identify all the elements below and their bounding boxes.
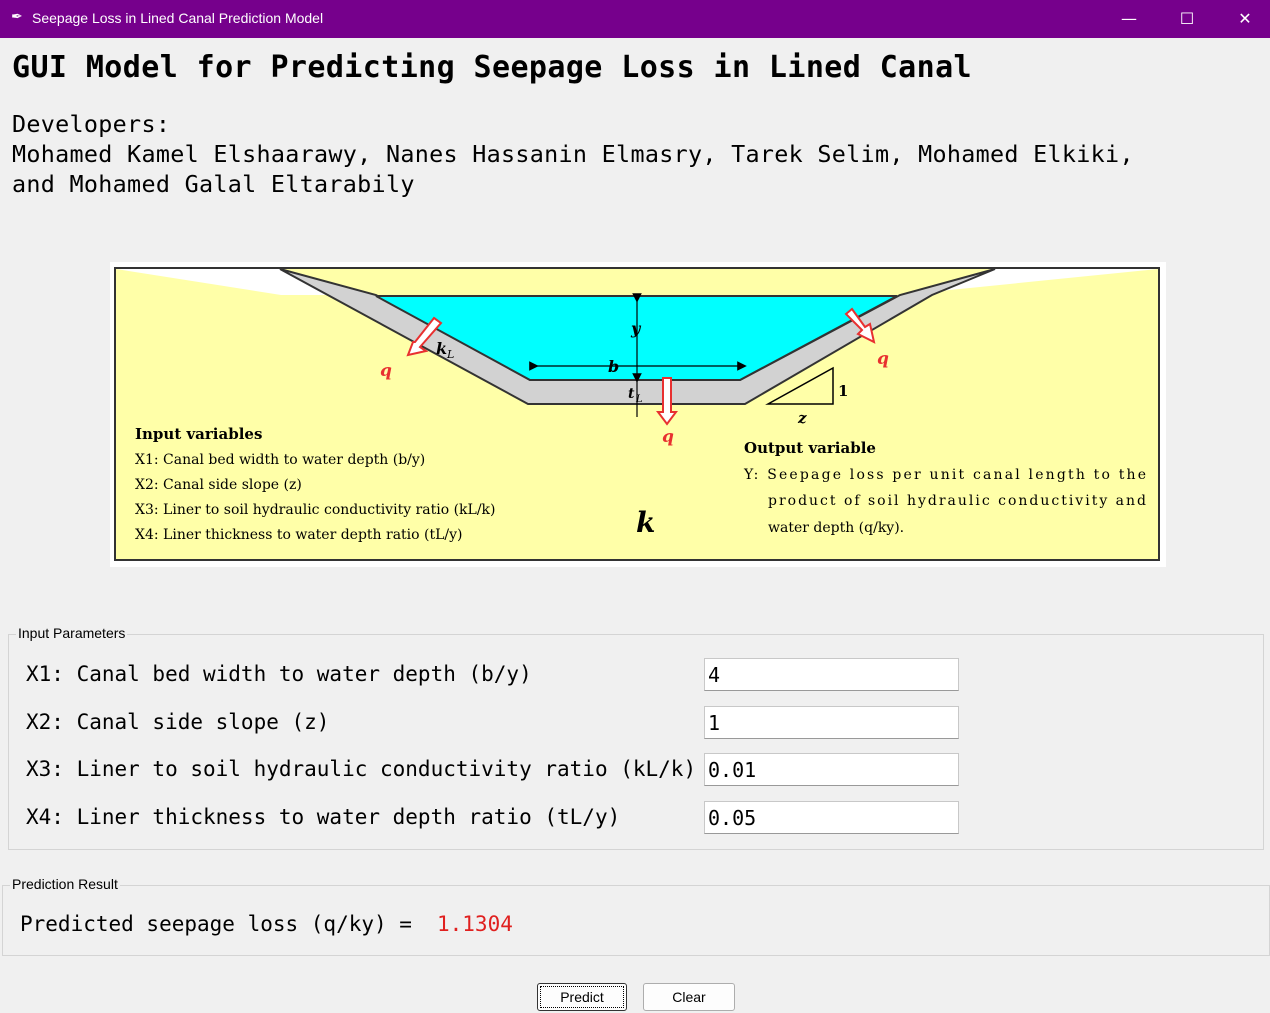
- output-line-3: water depth (q/ky).: [768, 520, 904, 536]
- prediction-result-label: Prediction Result: [10, 876, 120, 892]
- left-bank-white: [116, 269, 376, 295]
- label-y: y: [630, 319, 642, 338]
- seepage-arrow-right: [844, 307, 876, 344]
- output-line-2: product of soil hydraulic conductivity a…: [768, 493, 1146, 509]
- label-k: k: [636, 506, 655, 539]
- page-title: GUI Model for Predicting Seepage Loss in…: [12, 50, 972, 85]
- param-x1-label: X1: Canal bed width to water depth (b/y): [26, 662, 532, 686]
- developers-label: Developers:: [12, 110, 171, 138]
- input-var-2: X2: Canal side slope (z): [135, 477, 302, 493]
- param-x2-input[interactable]: [704, 706, 959, 739]
- slope-triangle: [765, 366, 834, 405]
- developers-line-2: and Mohamed Galal Eltarabily: [12, 170, 415, 198]
- window-title: Seepage Loss in Lined Canal Prediction M…: [32, 10, 324, 26]
- label-kl: k: [436, 339, 447, 358]
- maximize-button[interactable]: ☐: [1179, 9, 1195, 28]
- output-title: Output variable: [744, 439, 876, 457]
- label-tl: t: [628, 386, 635, 402]
- label-q-left: q: [380, 361, 392, 381]
- inputs-title: Input variables: [135, 425, 262, 443]
- seepage-arrow-left: [406, 316, 443, 357]
- output-line-1: Y: Seepage loss per unit canal length to…: [743, 467, 1146, 483]
- label-tl-sub: L: [635, 394, 643, 405]
- label-b: b: [608, 357, 619, 376]
- label-q-bottom: q: [662, 427, 674, 447]
- param-x3-label: X3: Liner to soil hydraulic conductivity…: [26, 757, 697, 781]
- developers-line-1: Mohamed Kamel Elshaarawy, Nanes Hassanin…: [12, 140, 1134, 168]
- input-var-1: X1: Canal bed width to water depth (b/y): [135, 452, 425, 468]
- input-parameters-label: Input Parameters: [16, 625, 128, 641]
- minimize-button[interactable]: —: [1121, 9, 1137, 28]
- right-bank-white: [900, 269, 1158, 295]
- clear-button[interactable]: Clear: [643, 983, 735, 1011]
- canal-diagram: y b t L k L q q q 1 z k Input variables …: [110, 262, 1166, 567]
- result-value: 1.1304: [437, 912, 513, 936]
- label-kl-sub: L: [446, 348, 454, 361]
- predict-button[interactable]: Predict: [537, 983, 627, 1011]
- input-var-4: X4: Liner thickness to water depth ratio…: [135, 527, 463, 543]
- param-x3-input[interactable]: [704, 753, 959, 786]
- param-x4-label: X4: Liner thickness to water depth ratio…: [26, 805, 621, 829]
- param-x4-input[interactable]: [704, 801, 959, 834]
- close-button[interactable]: ✕: [1238, 9, 1252, 28]
- label-q-right: q: [877, 349, 889, 369]
- result-label: Predicted seepage loss (q/ky) =: [20, 912, 412, 936]
- canal-diagram-svg: y b t L k L q q q 1 z k Input variables …: [114, 267, 1160, 561]
- param-x1-input[interactable]: [704, 658, 959, 691]
- param-x2-label: X2: Canal side slope (z): [26, 710, 330, 734]
- label-slope-z: z: [797, 409, 807, 427]
- seepage-arrow-bottom: [656, 377, 678, 426]
- input-parameters-group: [8, 634, 1264, 850]
- label-slope-1: 1: [838, 382, 848, 400]
- title-bar: ✒ Seepage Loss in Lined Canal Prediction…: [0, 0, 1270, 38]
- feather-icon: ✒: [11, 9, 23, 25]
- input-var-3: X3: Liner to soil hydraulic conductivity…: [135, 502, 495, 518]
